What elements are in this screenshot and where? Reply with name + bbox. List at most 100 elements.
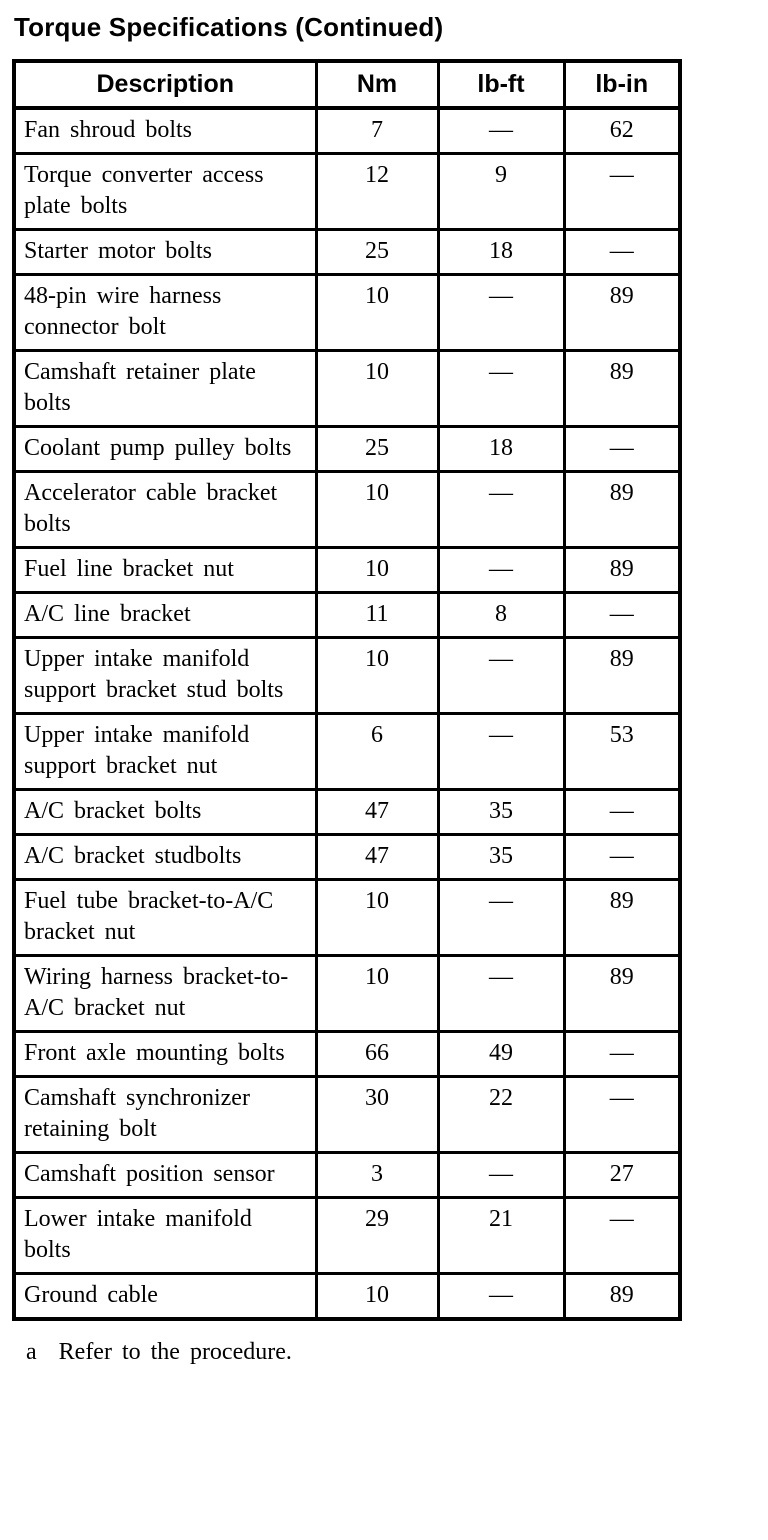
cell-description: A/C bracket studbolts — [12, 833, 318, 881]
cell-lb-in: — — [562, 833, 682, 881]
cell-lb-in: — — [562, 788, 682, 836]
cell-lb-ft: — — [436, 470, 566, 549]
footnote: a Refer to the procedure. — [26, 1339, 756, 1366]
cell-lb-ft: — — [436, 954, 566, 1033]
table-row: Fuel line bracket nut 10—89 — [12, 546, 682, 594]
table-row: Coolant pump pulley bolts 25 18— — [12, 425, 682, 473]
cell-nm: 47 — [314, 788, 440, 836]
column-header-lb-in: lb-in — [562, 59, 682, 110]
cell-nm: 10 — [314, 546, 440, 594]
cell-description: A/C bracket bolts — [12, 788, 318, 836]
table-row: Upper intake manifold support bracket nu… — [12, 712, 682, 791]
cell-description: Lower intake manifold bolts — [12, 1196, 318, 1275]
cell-lb-in: 62 — [562, 106, 682, 155]
table-row: Wiring harness bracket-to-A/C bracket nu… — [12, 954, 682, 1033]
cell-lb-in: 53 — [562, 712, 682, 791]
cell-lb-ft: — — [436, 712, 566, 791]
cell-description: Fuel line bracket nut — [12, 546, 318, 594]
table-row: Camshaft retainer plate bolts 10—89 — [12, 349, 682, 428]
cell-lb-ft: 49 — [436, 1030, 566, 1078]
table-row: A/C bracket bolts 47 35— — [12, 788, 682, 836]
cell-description: Upper intake manifold support bracket nu… — [12, 712, 318, 791]
cell-lb-in: — — [562, 152, 682, 231]
table-row: Upper intake manifold support bracket st… — [12, 636, 682, 715]
table-row: Fan shroud bolts 7—62 — [12, 106, 682, 155]
table-row: A/C bracket studbolts 47 35— — [12, 833, 682, 881]
cell-nm: 6 — [314, 712, 440, 791]
cell-lb-in: 89 — [562, 878, 682, 957]
cell-nm: 66 — [314, 1030, 440, 1078]
cell-nm: 7 — [314, 106, 440, 155]
cell-description: Camshaft retainer plate bolts — [12, 349, 318, 428]
cell-lb-in: 27 — [562, 1151, 682, 1199]
table-row: Accelerator cable bracket bolts 10—89 — [12, 470, 682, 549]
table-body: Fan shroud bolts 7—62 Torque converter acc… — [12, 106, 682, 1321]
table-row: Camshaft synchronizer retaining bolt 30 22… — [12, 1075, 682, 1154]
cell-lb-ft: 21 — [436, 1196, 566, 1275]
cell-nm: 10 — [314, 954, 440, 1033]
table-row: Fuel tube bracket-to-A/C bracket nut 10—8… — [12, 878, 682, 957]
cell-description: Accelerator cable bracket bolts — [12, 470, 318, 549]
cell-lb-ft: — — [436, 349, 566, 428]
cell-description: Fuel tube bracket-to-A/C bracket nut — [12, 878, 318, 957]
table-row: Lower intake manifold bolts 29 21— — [12, 1196, 682, 1275]
cell-lb-in: 89 — [562, 273, 682, 352]
cell-lb-ft: — — [436, 636, 566, 715]
cell-lb-ft: 35 — [436, 833, 566, 881]
cell-nm: 10 — [314, 349, 440, 428]
cell-lb-ft: — — [436, 546, 566, 594]
cell-lb-in: 89 — [562, 1272, 682, 1321]
table-row: Starter motor bolts 25 18— — [12, 228, 682, 276]
cell-description: Torque converter access plate bolts — [12, 152, 318, 231]
table-row: 48-pin wire harness connector bolt 10—89 — [12, 273, 682, 352]
column-header-lb-ft: lb-ft — [436, 59, 566, 110]
cell-description: Coolant pump pulley bolts — [12, 425, 318, 473]
cell-lb-in: — — [562, 591, 682, 639]
cell-nm: 10 — [314, 470, 440, 549]
cell-description: Front axle mounting bolts — [12, 1030, 318, 1078]
cell-lb-ft: 9 — [436, 152, 566, 231]
cell-description: Fan shroud bolts — [12, 106, 318, 155]
torque-spec-table: Description Nm lb-ft lb-in Fan shroud bo… — [12, 59, 682, 1321]
cell-nm: 10 — [314, 1272, 440, 1321]
table-row: Front axle mounting bolts 66 49— — [12, 1030, 682, 1078]
cell-lb-ft: — — [436, 1272, 566, 1321]
cell-lb-ft: — — [436, 273, 566, 352]
cell-lb-ft: 18 — [436, 228, 566, 276]
cell-nm: 25 — [314, 228, 440, 276]
page-title: Torque Specifications (Continued) — [14, 12, 444, 42]
column-header-description: Description — [12, 59, 318, 110]
table-row: Torque converter access plate bolts 12 9— — [12, 152, 682, 231]
cell-lb-in: 89 — [562, 546, 682, 594]
column-header-nm: Nm — [314, 59, 440, 110]
cell-lb-in: — — [562, 228, 682, 276]
footnote-text: Refer to the procedure. — [58, 1339, 292, 1365]
cell-lb-in: 89 — [562, 954, 682, 1033]
cell-lb-in: — — [562, 1030, 682, 1078]
table-row: Ground cable 10—89 — [12, 1272, 682, 1321]
cell-nm: 10 — [314, 636, 440, 715]
cell-lb-in: — — [562, 425, 682, 473]
cell-nm: 25 — [314, 425, 440, 473]
cell-nm: 29 — [314, 1196, 440, 1275]
cell-lb-ft: — — [436, 1151, 566, 1199]
cell-description: Starter motor bolts — [12, 228, 318, 276]
cell-nm: 10 — [314, 273, 440, 352]
cell-nm: 11 — [314, 591, 440, 639]
cell-lb-in: 89 — [562, 349, 682, 428]
cell-lb-ft: 35 — [436, 788, 566, 836]
table-row: Camshaft position sensor 3—27 — [12, 1151, 682, 1199]
cell-description: Upper intake manifold support bracket st… — [12, 636, 318, 715]
cell-nm: 12 — [314, 152, 440, 231]
manual-page: Torque Specifications (Continued) Descri… — [12, 12, 756, 1366]
cell-description: A/C line bracket — [12, 591, 318, 639]
cell-nm: 3 — [314, 1151, 440, 1199]
table-header-row: Description Nm lb-ft lb-in — [12, 59, 682, 110]
cell-description: Ground cable — [12, 1272, 318, 1321]
cell-lb-in: 89 — [562, 470, 682, 549]
cell-description: Camshaft synchronizer retaining bolt — [12, 1075, 318, 1154]
cell-nm: 30 — [314, 1075, 440, 1154]
cell-lb-in: 89 — [562, 636, 682, 715]
cell-description: Wiring harness bracket-to-A/C bracket nu… — [12, 954, 318, 1033]
cell-description: Camshaft position sensor — [12, 1151, 318, 1199]
